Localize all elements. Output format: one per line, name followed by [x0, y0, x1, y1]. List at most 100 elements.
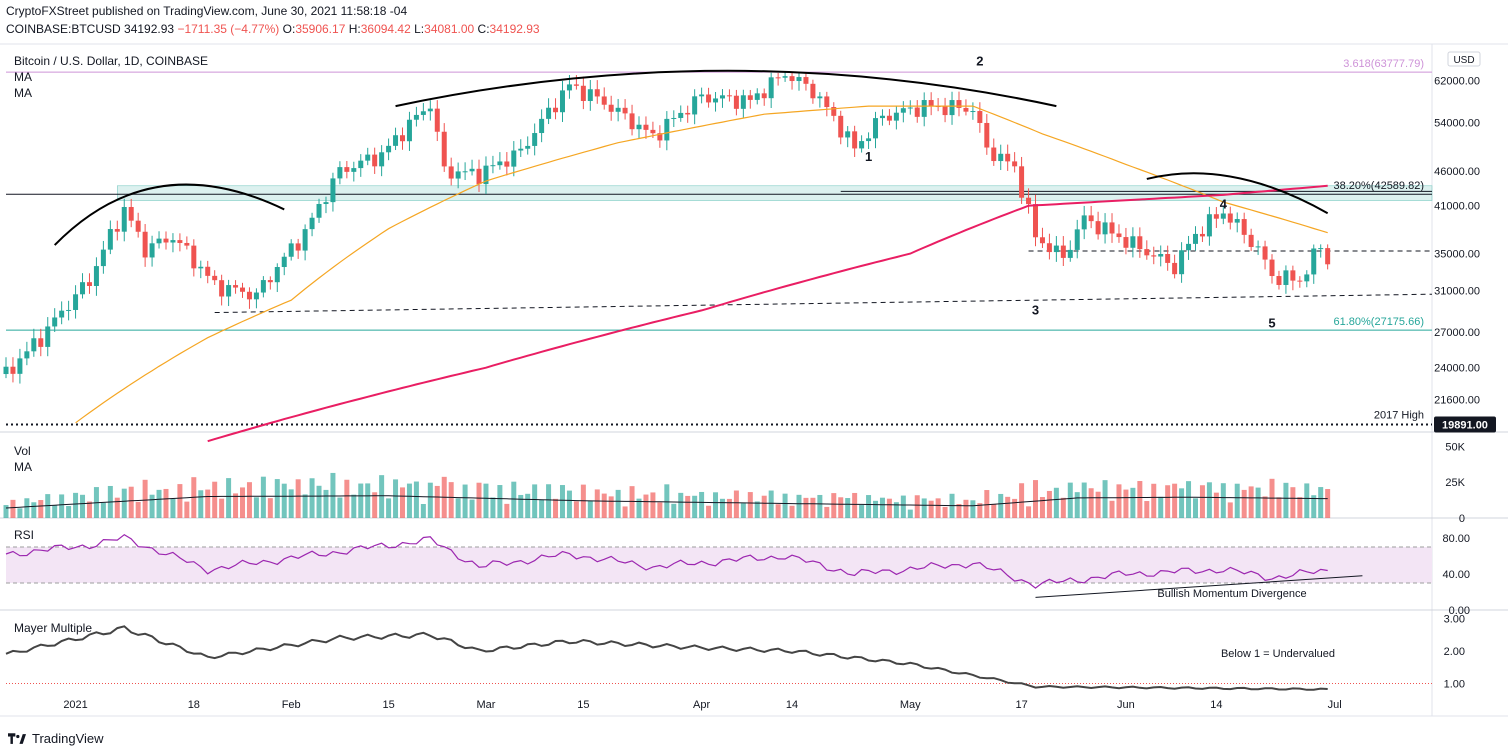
volume-bar: [379, 475, 385, 518]
candle-body: [114, 229, 120, 232]
fib-level-label: 61.80%(27175.66): [1333, 316, 1424, 328]
volume-bar: [873, 500, 879, 518]
candle-body: [399, 135, 405, 142]
candle-body: [191, 245, 197, 269]
candle-body: [546, 107, 552, 119]
candle-body: [316, 203, 322, 218]
candle-body: [886, 115, 892, 121]
currency-badge-bg: [1447, 51, 1481, 67]
candle-body: [253, 292, 259, 300]
volume-bar: [622, 506, 628, 518]
candle-body: [713, 98, 719, 103]
volume-bar: [991, 504, 997, 518]
volume-bar: [177, 484, 183, 518]
volume-bar: [142, 479, 148, 518]
candle-body: [907, 107, 913, 109]
resistance-zone: [116, 185, 1433, 201]
price-axis-tick: 62000.00: [1434, 76, 1480, 88]
candle-body: [539, 118, 545, 134]
candle-body: [824, 96, 830, 108]
volume-bar: [1053, 487, 1059, 518]
candle-body: [476, 168, 482, 185]
candle-body: [1012, 161, 1018, 167]
candle-body: [1039, 237, 1045, 244]
price-axis-bg: [1432, 44, 1508, 716]
candle-body: [1158, 254, 1164, 257]
volume-bar: [323, 489, 329, 518]
right-shoulder-arc: [1146, 172, 1329, 215]
high-label: H:: [348, 22, 361, 36]
symbol[interactable]: COINBASE:BTCUSD: [6, 22, 121, 36]
volume-bar: [719, 498, 725, 518]
candle-body: [351, 168, 357, 172]
candle-body: [678, 112, 684, 118]
candle-body: [1234, 219, 1240, 223]
candle-body: [810, 83, 816, 99]
candle-body: [1206, 214, 1212, 237]
ohlc-line: COINBASE:BTCUSD 34192.93 −1711.35 (−4.77…: [6, 22, 540, 36]
candle-body: [601, 96, 607, 105]
candle-body: [406, 119, 412, 142]
mayer-axis-tick: 2.00: [1444, 646, 1465, 658]
price-axis-tick: 31000.00: [1434, 285, 1480, 297]
candle-body: [1276, 276, 1282, 285]
volume-bar: [52, 505, 58, 518]
volume-bar: [532, 484, 538, 518]
candle-body: [1019, 166, 1025, 198]
mayer-pane-title: Mayer Multiple: [14, 621, 92, 635]
publisher-line: CryptoFXStreet published on TradingView.…: [6, 4, 408, 18]
volume-bar: [483, 483, 489, 518]
volume-bar: [1158, 496, 1164, 518]
candle-body: [1220, 213, 1226, 219]
candle-body: [580, 85, 586, 101]
candle-body: [1283, 270, 1289, 285]
candle-body: [1026, 197, 1032, 205]
volume-bar: [267, 498, 273, 518]
volume-bar: [747, 492, 753, 518]
currency-badge: USD: [1453, 55, 1474, 66]
volume-bar: [733, 490, 739, 518]
volume-bar: [852, 492, 858, 518]
volume-bar: [1088, 488, 1094, 518]
volume-bar: [156, 489, 162, 518]
volume-bar: [462, 484, 468, 518]
volume-bar: [31, 502, 37, 518]
volume-bar: [163, 488, 169, 518]
volume-bar: [1116, 484, 1122, 518]
time-axis-tick: May: [900, 699, 921, 711]
candle-body: [1123, 237, 1129, 248]
volume-bar: [650, 492, 656, 518]
volume-bar: [358, 483, 364, 518]
tradingview-logo[interactable]: TradingView: [8, 731, 104, 746]
volume-bar: [998, 493, 1004, 518]
volume-bar: [859, 504, 865, 518]
volume-bar: [1067, 482, 1073, 518]
candle-body: [782, 76, 788, 78]
candle-body: [525, 145, 531, 149]
volume-bar: [1262, 496, 1268, 518]
candle-body: [1213, 214, 1219, 219]
candle-body: [608, 104, 614, 112]
time-axis-tick: Apr: [693, 699, 710, 711]
volume-bar: [879, 497, 885, 518]
level-label: 2017 High: [1374, 409, 1424, 421]
candle-body: [685, 112, 691, 115]
candle-body: [761, 93, 767, 99]
volume-bar: [135, 501, 141, 518]
volume-bar: [782, 493, 788, 518]
candle-body: [93, 266, 99, 286]
volume-bar: [1192, 498, 1198, 518]
candle-body: [1186, 243, 1192, 251]
volume-bar: [1220, 483, 1226, 518]
volume-bar: [448, 482, 454, 518]
volume-bar: [1283, 482, 1289, 518]
candle-body: [163, 238, 169, 243]
candle-body: [128, 207, 134, 221]
volume-bar: [1290, 487, 1296, 518]
candle-body: [309, 217, 315, 230]
candle-body: [1165, 254, 1171, 263]
volume-bar: [942, 506, 948, 518]
volume-bar: [539, 499, 545, 518]
candle-body: [1060, 245, 1066, 258]
volume-bar: [1199, 485, 1205, 518]
